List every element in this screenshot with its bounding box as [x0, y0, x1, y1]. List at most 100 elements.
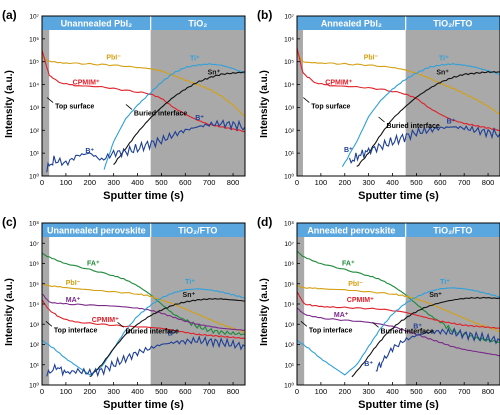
- annotation-arrow: [303, 98, 309, 103]
- series-label-ma: MA⁺: [334, 312, 349, 319]
- x-tick-label: 300: [107, 387, 120, 396]
- series-label-ma: MA⁺: [66, 297, 81, 304]
- y-axis-title: Intensity (a.u.): [4, 278, 15, 346]
- y-tick-label: 10⁷: [284, 14, 294, 21]
- banner-right-label: TiO₂: [188, 19, 207, 29]
- series-label-pbi: PbI⁻: [66, 280, 81, 287]
- y-tick-label: 10⁶: [29, 36, 39, 43]
- panel-label: (d): [257, 215, 272, 229]
- series-label-pbi: PbI⁻: [348, 281, 363, 288]
- x-tick-label: 0: [40, 387, 44, 396]
- x-tick-label: 600: [434, 178, 447, 187]
- x-tick-label: 500: [155, 178, 168, 187]
- annotation-buried-interface: Buried interface: [126, 328, 179, 335]
- x-tick-label: 600: [179, 387, 192, 396]
- x-tick-label: 300: [362, 387, 375, 396]
- x-tick-label: 500: [155, 387, 168, 396]
- x-tick-label: 700: [458, 178, 471, 187]
- y-tick-label: 10⁸: [29, 221, 39, 228]
- panel-label: (c): [2, 215, 17, 229]
- x-tick-label: 800: [482, 387, 495, 396]
- y-tick-label: 10⁷: [29, 14, 39, 21]
- y-tick-label: 10²: [30, 342, 40, 349]
- x-tick-label: 400: [131, 387, 144, 396]
- y-tick-label: 10¹: [285, 151, 295, 158]
- y-tick-label: 10⁰: [29, 173, 39, 181]
- panel-label: (a): [2, 8, 17, 22]
- x-tick-label: 0: [295, 387, 299, 396]
- x-tick-label: 800: [227, 387, 240, 396]
- x-tick-label: 800: [482, 178, 495, 187]
- banner-right-label: TiO₂/FTO: [178, 226, 217, 236]
- annotation-top-interface: Top interface: [309, 327, 353, 334]
- y-tick-label: 10⁵: [284, 59, 294, 66]
- series-label-b: B⁺: [364, 361, 373, 368]
- x-tick-label: 100: [315, 178, 328, 187]
- x-tick-label: 700: [203, 387, 216, 396]
- y-tick-label: 10⁰: [284, 173, 294, 181]
- y-tick-label: 10⁸: [284, 221, 294, 228]
- y-axis-title: Intensity (a.u.): [259, 70, 270, 138]
- series-label-pbi: PbI⁻: [106, 54, 121, 61]
- series-label-sn: Sn⁺: [436, 69, 449, 76]
- x-axis-title: Sputter time (s): [358, 190, 439, 202]
- substrate-region-shade: [151, 223, 245, 385]
- series-label-sn: Sn⁺: [208, 69, 221, 76]
- top-region-shade: [42, 16, 49, 176]
- banner-right-label: TiO₂/FTO: [433, 226, 472, 236]
- banner-left-label: Annealed PbI₂: [321, 19, 382, 29]
- x-tick-label: 600: [179, 178, 192, 187]
- annotation-buried-interface: Buried interface: [134, 110, 187, 117]
- series-label-cpmim: CPMIM⁺: [325, 80, 352, 87]
- x-tick-label: 400: [386, 178, 399, 187]
- series-label-fa: FA⁺: [342, 261, 355, 268]
- annotation-buried-interface: Buried interface: [387, 123, 440, 130]
- series-label-cpmim: CPMIM⁺: [347, 297, 374, 304]
- series-label-cpmim: CPMIM⁺: [92, 317, 119, 324]
- x-tick-label: 500: [410, 178, 423, 187]
- y-tick-label: 10²: [30, 128, 40, 135]
- panel-label: (b): [257, 8, 272, 22]
- banner-right-label: TiO₂/FTO: [433, 19, 472, 29]
- banner-left-label: Unannealed PbI₂: [61, 19, 133, 29]
- series-label-ti: Ti⁺: [185, 279, 195, 286]
- series-label-b: B⁺: [447, 118, 456, 125]
- series-label-cpmim: CPMIM⁺: [73, 80, 100, 87]
- y-tick-label: 10⁵: [29, 59, 39, 66]
- y-tick-label: 10³: [30, 105, 40, 112]
- annotation-arrow: [379, 117, 385, 122]
- series-label-ti: Ti⁺: [440, 279, 450, 286]
- y-tick-label: 10³: [285, 105, 295, 112]
- y-tick-label: 10⁶: [284, 261, 294, 268]
- series-label-b: B⁺: [85, 148, 94, 155]
- banner-left-label: Unannealed perovskite: [47, 226, 146, 236]
- y-tick-label: 10⁵: [284, 281, 294, 288]
- x-tick-label: 600: [434, 387, 447, 396]
- series-label-pbi: PbI⁻: [364, 54, 379, 61]
- y-tick-label: 10⁴: [29, 302, 39, 309]
- annotation-top-surface: Top surface: [55, 104, 94, 111]
- y-tick-label: 10⁷: [284, 241, 294, 248]
- x-tick-label: 200: [84, 178, 97, 187]
- x-tick-label: 700: [203, 178, 216, 187]
- x-axis-title: Sputter time (s): [103, 190, 184, 202]
- x-tick-label: 0: [40, 178, 44, 187]
- substrate-region-shade: [406, 223, 500, 385]
- top-region-shade: [297, 16, 303, 176]
- y-axis-title: Intensity (a.u.): [259, 278, 270, 346]
- y-tick-label: 10¹: [30, 362, 40, 369]
- y-tick-label: 10³: [285, 322, 295, 329]
- y-tick-label: 10¹: [285, 362, 295, 369]
- series-label-b: B⁺: [195, 115, 204, 122]
- y-tick-label: 10⁴: [284, 82, 294, 89]
- substrate-region-shade: [151, 16, 245, 176]
- x-tick-label: 100: [315, 387, 328, 396]
- x-tick-label: 200: [84, 387, 97, 396]
- y-tick-label: 10¹: [30, 151, 40, 158]
- x-tick-label: 200: [339, 387, 352, 396]
- series-label-sn: Sn⁺: [429, 292, 442, 299]
- banner-left-label: Annealed perovskite: [307, 226, 395, 236]
